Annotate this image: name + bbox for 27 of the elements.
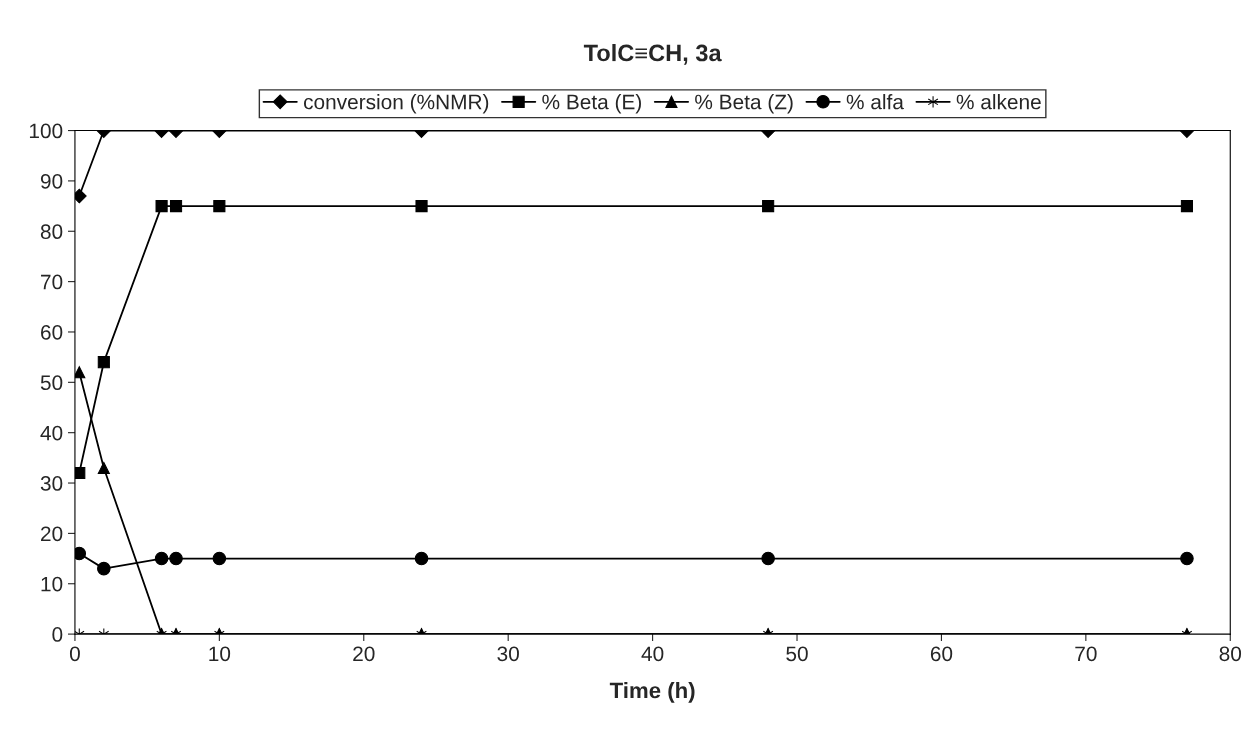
x-tick-label: 20: [353, 646, 375, 662]
y-tick-label: 40: [40, 425, 63, 441]
x-tick-label: 30: [497, 646, 519, 662]
y-tick-label: 100: [29, 123, 63, 139]
legend-label: % alkene: [956, 94, 1041, 110]
y-tick-label: 90: [40, 173, 63, 189]
y-tick-label: 60: [41, 324, 63, 340]
x-tick-label: 80: [1219, 646, 1242, 662]
y-tick-label: 30: [40, 476, 63, 491]
y-tick-label: 10: [41, 576, 63, 592]
legend-label: % alfa: [846, 94, 904, 110]
chart-title: TolC≡CH, 3a: [583, 43, 722, 65]
x-tick-label: 10: [209, 646, 231, 662]
legend-label: % Beta (E): [542, 94, 641, 114]
x-axis-title: Time (h): [609, 681, 695, 703]
x-tick-label: 50: [786, 646, 808, 662]
legend-label: % Beta (Z): [695, 94, 793, 114]
y-tick-label: 50: [40, 375, 63, 391]
y-tick-label: 70: [41, 274, 63, 290]
x-tick-label: 60: [930, 646, 953, 662]
x-tick-label: 70: [1075, 646, 1097, 662]
y-tick-label: 20: [41, 526, 63, 542]
y-tick-label: 80: [40, 224, 63, 240]
y-tick-label: 0: [52, 627, 63, 642]
x-tick-label: 0: [69, 646, 80, 662]
x-tick-label: 40: [641, 646, 664, 662]
legend-label: conversion (%NMR): [303, 94, 489, 114]
